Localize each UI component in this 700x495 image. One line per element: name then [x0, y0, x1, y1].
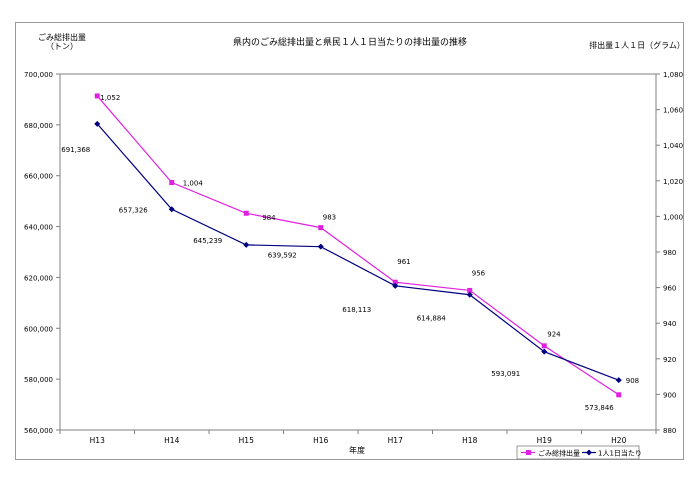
chart-frame [15, 22, 684, 460]
data-label-ごみ総排出量-H20: 573,846 [585, 404, 614, 412]
y-right-tick-label: 1,060 [663, 107, 683, 115]
y-left-tick-label: 680,000 [24, 122, 53, 130]
x-tick-label: H19 [537, 436, 552, 445]
y-right-tick-label: 1,000 [663, 213, 683, 221]
point-ごみ総排出量-H13 [94, 93, 100, 99]
y-right-tick-label: 880 [663, 427, 676, 435]
data-label-ごみ総排出量-H16: 639,592 [268, 252, 297, 260]
y-left-tick-label: 600,000 [24, 325, 53, 333]
data-label-ごみ総排出量-H19: 593,091 [491, 370, 520, 378]
point-ごみ総排出量-H17 [392, 279, 398, 285]
data-label-1人1日当たり-H17: 961 [397, 258, 410, 266]
point-1人1日当たり-H16 [317, 243, 324, 250]
data-label-1人1日当たり-H15: 984 [262, 214, 276, 222]
legend-label-ごみ総排出量: ごみ総排出量 [538, 449, 580, 458]
legend-label-1人1日当たり: 1人1日当たり [598, 449, 642, 458]
point-ごみ総排出量-H14 [169, 180, 175, 186]
x-tick-label: H17 [388, 436, 403, 445]
data-label-ごみ総排出量-H18: 614,884 [417, 314, 446, 322]
data-label-1人1日当たり-H14: 1,004 [183, 179, 204, 187]
data-label-ごみ総排出量-H13: 691,368 [61, 146, 90, 154]
x-tick-label: H16 [313, 436, 328, 445]
point-1人1日当たり-H15 [243, 241, 250, 248]
x-tick-label: H14 [164, 436, 179, 445]
series-line-ごみ総排出量 [96, 95, 620, 396]
x-tick-label: H20 [611, 436, 626, 445]
legend-marker-1人1日当たり [586, 449, 592, 456]
point-1人1日当たり-H18 [466, 291, 473, 298]
data-label-ごみ総排出量-H17: 618,113 [342, 306, 371, 314]
y-left-tick-label: 660,000 [24, 173, 53, 181]
y-left-tick-label: 620,000 [24, 274, 53, 282]
x-tick-label: H13 [90, 436, 105, 445]
y-axis-left-label: ごみ総排出量（トン） [38, 32, 86, 51]
point-1人1日当たり-H14 [168, 206, 175, 213]
y-right-tick-label: 980 [663, 249, 676, 257]
chart-title: 県内のごみ総排出量と県民１人１日当たりの排出量の推移 [233, 36, 467, 48]
y-left-tick-label: 560,000 [24, 427, 53, 435]
point-1人1日当たり-H19 [541, 348, 548, 355]
point-1人1日当たり-H17 [392, 282, 399, 289]
point-ごみ総排出量-H16 [318, 225, 324, 231]
y-left-tick-label: 580,000 [24, 376, 53, 384]
x-tick-label: H15 [239, 436, 254, 445]
x-tick-label: H18 [462, 436, 477, 445]
data-label-1人1日当たり-H20: 908 [626, 377, 639, 385]
legend: ごみ総排出量 1人1日当たり [516, 445, 642, 460]
data-label-1人1日当たり-H13: 1,052 [100, 94, 120, 102]
y-axis-right-label: 排出量１人１日（グラム） [589, 40, 685, 50]
y-right-tick-label: 1,040 [663, 142, 683, 150]
x-axis-label: 年度 [349, 445, 365, 455]
data-label-1人1日当たり-H16: 983 [323, 214, 336, 222]
y-right-tick-label: 1,020 [663, 178, 683, 186]
point-ごみ総排出量-H20 [616, 392, 622, 398]
data-label-ごみ総排出量-H14: 657,326 [119, 207, 148, 215]
y-left-tick-label: 700,000 [24, 71, 53, 79]
point-ごみ総排出量-H15 [243, 210, 249, 216]
y-left-tick-label: 640,000 [24, 224, 53, 232]
y-right-tick-label: 960 [663, 285, 676, 293]
data-label-1人1日当たり-H18: 956 [472, 270, 486, 278]
legend-box [516, 445, 640, 460]
y-right-tick-label: 900 [663, 391, 676, 399]
point-ごみ総排出量-H19 [541, 343, 547, 349]
series-line-1人1日当たり [96, 123, 619, 381]
data-label-1人1日当たり-H19: 924 [547, 331, 561, 339]
point-1人1日当たり-H20 [615, 377, 622, 384]
data-label-ごみ総排出量-H15: 645,239 [193, 237, 222, 245]
point-ごみ総排出量-H18 [467, 287, 473, 293]
legend-marker-ごみ総排出量 [526, 450, 531, 455]
y-right-tick-label: 940 [663, 320, 676, 328]
point-1人1日当たり-H13 [94, 120, 101, 127]
y-right-tick-label: 920 [663, 356, 676, 364]
plot-area [59, 73, 657, 431]
y-right-tick-label: 1,080 [663, 71, 683, 79]
